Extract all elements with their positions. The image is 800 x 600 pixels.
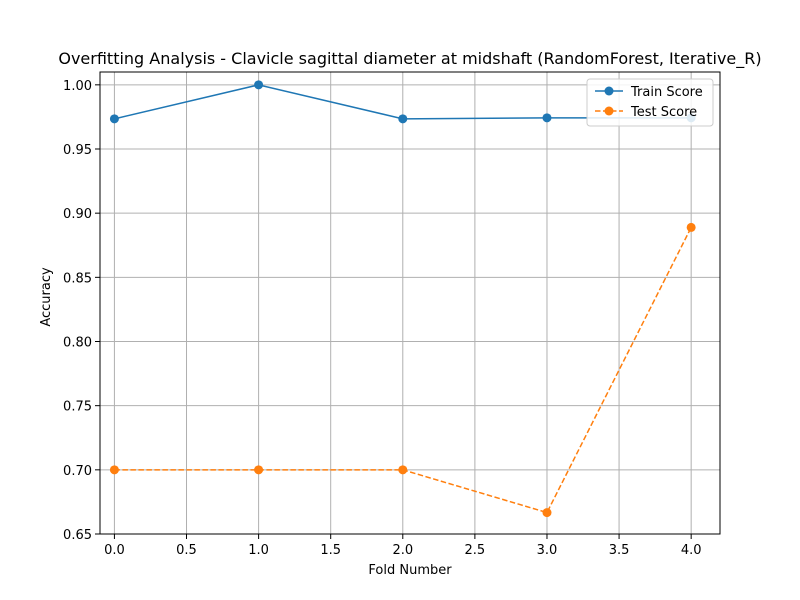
y-tick-label: 1.00	[63, 79, 92, 94]
y-tick-label: 0.80	[63, 336, 92, 351]
y-tick-label: 0.90	[63, 207, 92, 222]
test-score-point	[398, 465, 408, 475]
train-score-point	[254, 80, 264, 90]
train-score-point	[109, 114, 119, 124]
y-axis-title: Accuracy	[39, 267, 54, 327]
x-tick-label: 0.5	[176, 543, 197, 558]
x-tick-label: 2.0	[392, 543, 413, 558]
x-tick-label: 2.5	[465, 543, 486, 558]
x-tick-label: 3.5	[609, 543, 630, 558]
x-axis-title: Fold Number	[368, 563, 452, 578]
y-tick-label: 0.70	[63, 464, 92, 479]
test-score-point	[109, 465, 119, 475]
legend-label-test-score: Test Score	[630, 105, 697, 120]
y-tick-label: 0.75	[63, 400, 92, 415]
x-tick-label: 4.0	[681, 543, 702, 558]
x-tick-label: 0.0	[104, 543, 125, 558]
legend-marker-train-score	[604, 86, 614, 96]
train-score-point	[398, 114, 408, 124]
test-score-point	[254, 465, 264, 475]
train-score-point	[542, 113, 552, 123]
legend: Train Score Test Score	[586, 78, 714, 127]
chart-title: Overfitting Analysis - Clavicle sagittal…	[58, 49, 761, 69]
x-tick-label: 1.0	[248, 543, 269, 558]
test-score-point	[686, 222, 696, 232]
axes: 0.0 0.5 1.0 1.5 2.0 2.5 3.0 3.5 4.0 0.65 0.70 0.75 0…	[63, 71, 721, 558]
legend-marker-test-score	[604, 106, 614, 116]
y-tick-label: 0.65	[63, 528, 92, 543]
y-tick-label: 0.85	[63, 271, 92, 286]
legend-label-train-score: Train Score	[630, 85, 703, 100]
x-tick-label: 1.5	[320, 543, 341, 558]
grid	[100, 72, 720, 535]
y-tick-label: 0.95	[63, 143, 92, 158]
x-tick-label: 3.0	[537, 543, 558, 558]
plot-frame	[99, 71, 721, 535]
test-score-point	[542, 508, 552, 518]
